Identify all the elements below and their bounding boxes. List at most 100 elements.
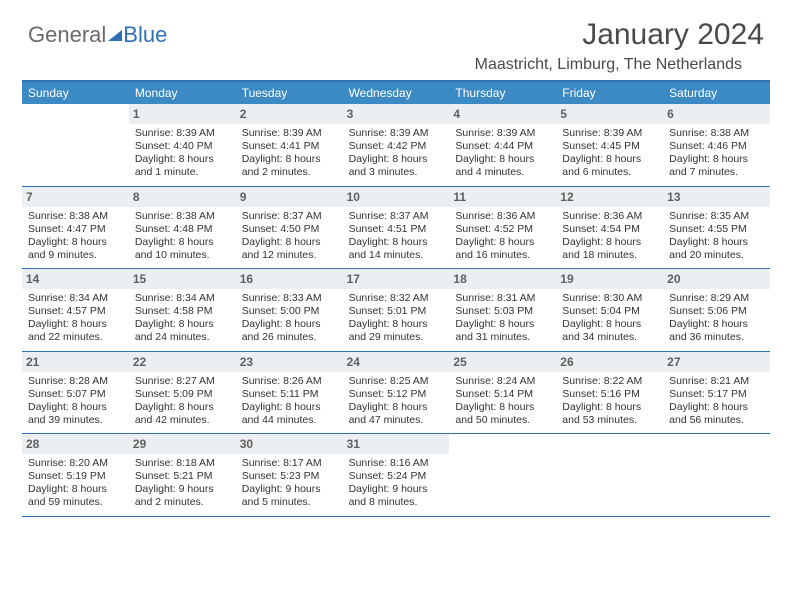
day-daylight2-text: and 34 minutes.: [562, 331, 657, 344]
day-number: 6: [663, 104, 770, 124]
day-number: 14: [22, 269, 129, 289]
day-sunset-text: Sunset: 5:03 PM: [455, 305, 550, 318]
day-daylight1-text: Daylight: 8 hours: [349, 318, 444, 331]
calendar-day-cell: 17 Sunrise: 8:32 AMSunset: 5:01 PMDayligh…: [343, 269, 450, 351]
day-daylight2-text: and 24 minutes.: [135, 331, 230, 344]
day-sunset-text: Sunset: 4:51 PM: [349, 223, 444, 236]
day-daylight1-text: Daylight: 8 hours: [28, 483, 123, 496]
day-sunset-text: Sunset: 4:47 PM: [28, 223, 123, 236]
day-header-cell: Friday: [556, 82, 663, 104]
day-sunset-text: Sunset: 4:50 PM: [242, 223, 337, 236]
day-header-cell: Tuesday: [236, 82, 343, 104]
day-number: 27: [663, 352, 770, 372]
calendar-day-cell: 7Sunrise: 8:38 AMSunset: 4:47 PMDaylight…: [22, 187, 129, 269]
day-sunrise-text: Sunrise: 8:36 AM: [455, 210, 550, 223]
day-daylight2-text: and 5 minutes.: [242, 496, 337, 509]
day-daylight1-text: Daylight: 8 hours: [242, 153, 337, 166]
calendar-day-cell: 12Sunrise: 8:36 AMSunset: 4:54 PMDayligh…: [556, 187, 663, 269]
day-sunrise-text: Sunrise: 8:32 AM: [349, 292, 444, 305]
day-sunset-text: Sunset: 5:11 PM: [242, 388, 337, 401]
calendar-day-cell: 22Sunrise: 8:27 AMSunset: 5:09 PMDayligh…: [129, 352, 236, 434]
day-sunset-text: Sunset: 5:00 PM: [242, 305, 337, 318]
day-number: 3: [343, 104, 450, 124]
calendar-day-cell: 27Sunrise: 8:21 AMSunset: 5:17 PMDayligh…: [663, 352, 770, 434]
day-daylight1-text: Daylight: 8 hours: [135, 236, 230, 249]
day-sunset-text: Sunset: 4:45 PM: [562, 140, 657, 153]
day-sunrise-text: Sunrise: 8:31 AM: [455, 292, 550, 305]
calendar: Sunday Monday Tuesday Wednesday Thursday…: [22, 82, 770, 517]
calendar-day-cell: 6Sunrise: 8:38 AMSunset: 4:46 PMDaylight…: [663, 104, 770, 186]
day-sunrise-text: Sunrise: 8:20 AM: [28, 457, 123, 470]
day-daylight1-text: Daylight: 8 hours: [455, 318, 550, 331]
day-sunrise-text: Sunrise: 8:22 AM: [562, 375, 657, 388]
day-sunset-text: Sunset: 5:14 PM: [455, 388, 550, 401]
day-daylight2-text: and 1 minute.: [135, 166, 230, 179]
day-number: 16: [236, 269, 343, 289]
logo-text-general: General: [28, 22, 106, 48]
day-sunrise-text: Sunrise: 8:25 AM: [349, 375, 444, 388]
day-daylight1-text: Daylight: 8 hours: [455, 236, 550, 249]
day-number: 7: [22, 187, 129, 207]
day-daylight1-text: Daylight: 8 hours: [455, 401, 550, 414]
day-daylight1-text: Daylight: 8 hours: [669, 153, 764, 166]
calendar-week-row: 14Sunrise: 8:34 AMSunset: 4:57 PMDayligh…: [22, 269, 770, 352]
day-daylight1-text: Daylight: 8 hours: [135, 153, 230, 166]
calendar-day-cell: 3Sunrise: 8:39 AMSunset: 4:42 PMDaylight…: [343, 104, 450, 186]
day-sunrise-text: Sunrise: 8:34 AM: [28, 292, 123, 305]
calendar-day-cell: 10Sunrise: 8:37 AMSunset: 4:51 PMDayligh…: [343, 187, 450, 269]
day-sunrise-text: Sunrise: 8:39 AM: [242, 127, 337, 140]
day-sunset-text: Sunset: 4:40 PM: [135, 140, 230, 153]
day-daylight2-text: and 50 minutes.: [455, 414, 550, 427]
day-number: 23: [236, 352, 343, 372]
day-number: 30: [236, 434, 343, 454]
day-daylight1-text: Daylight: 8 hours: [562, 236, 657, 249]
day-daylight1-text: Daylight: 8 hours: [455, 153, 550, 166]
day-sunrise-text: Sunrise: 8:24 AM: [455, 375, 550, 388]
day-header-cell: Monday: [129, 82, 236, 104]
day-number: 19: [556, 269, 663, 289]
day-sunset-text: Sunset: 5:16 PM: [562, 388, 657, 401]
calendar-day-cell: 9Sunrise: 8:37 AMSunset: 4:50 PMDaylight…: [236, 187, 343, 269]
day-sunset-text: Sunset: 4:46 PM: [669, 140, 764, 153]
calendar-day-cell: 26Sunrise: 8:22 AMSunset: 5:16 PMDayligh…: [556, 352, 663, 434]
calendar-day-cell: 15Sunrise: 8:34 AMSunset: 4:58 PMDayligh…: [129, 269, 236, 351]
day-daylight2-text: and 2 minutes.: [242, 166, 337, 179]
day-daylight1-text: Daylight: 8 hours: [562, 318, 657, 331]
day-daylight2-text: and 10 minutes.: [135, 249, 230, 262]
day-sunrise-text: Sunrise: 8:39 AM: [562, 127, 657, 140]
day-daylight2-text: and 14 minutes.: [349, 249, 444, 262]
day-sunrise-text: Sunrise: 8:38 AM: [135, 210, 230, 223]
day-daylight2-text: and 12 minutes.: [242, 249, 337, 262]
day-daylight1-text: Daylight: 8 hours: [135, 401, 230, 414]
day-sunrise-text: Sunrise: 8:29 AM: [669, 292, 764, 305]
day-daylight2-text: and 8 minutes.: [349, 496, 444, 509]
day-number: 25: [449, 352, 556, 372]
day-header-cell: Thursday: [449, 82, 556, 104]
calendar-day-cell: 1Sunrise: 8:39 AMSunset: 4:40 PMDaylight…: [129, 104, 236, 186]
day-number: 20: [663, 269, 770, 289]
day-number: 12: [556, 187, 663, 207]
day-sunset-text: Sunset: 4:57 PM: [28, 305, 123, 318]
header: General Blue January 2024: [0, 0, 792, 56]
day-number: 28: [22, 434, 129, 454]
day-number: 21: [22, 352, 129, 372]
day-daylight1-text: Daylight: 9 hours: [242, 483, 337, 496]
day-sunrise-text: Sunrise: 8:16 AM: [349, 457, 444, 470]
day-number: 17: [343, 269, 450, 289]
day-number: 11: [449, 187, 556, 207]
day-daylight2-text: and 44 minutes.: [242, 414, 337, 427]
day-sunset-text: Sunset: 5:01 PM: [349, 305, 444, 318]
day-sunrise-text: Sunrise: 8:35 AM: [669, 210, 764, 223]
day-sunrise-text: Sunrise: 8:21 AM: [669, 375, 764, 388]
day-daylight2-text: and 9 minutes.: [28, 249, 123, 262]
day-sunset-text: Sunset: 5:17 PM: [669, 388, 764, 401]
day-daylight2-text: and 29 minutes.: [349, 331, 444, 344]
day-sunset-text: Sunset: 5:09 PM: [135, 388, 230, 401]
day-daylight2-text: and 31 minutes.: [455, 331, 550, 344]
day-daylight1-text: Daylight: 8 hours: [28, 318, 123, 331]
day-sunset-text: Sunset: 5:12 PM: [349, 388, 444, 401]
day-daylight2-text: and 42 minutes.: [135, 414, 230, 427]
day-sunrise-text: Sunrise: 8:39 AM: [135, 127, 230, 140]
calendar-week-row: 28Sunrise: 8:20 AMSunset: 5:19 PMDayligh…: [22, 434, 770, 517]
day-sunset-text: Sunset: 4:41 PM: [242, 140, 337, 153]
